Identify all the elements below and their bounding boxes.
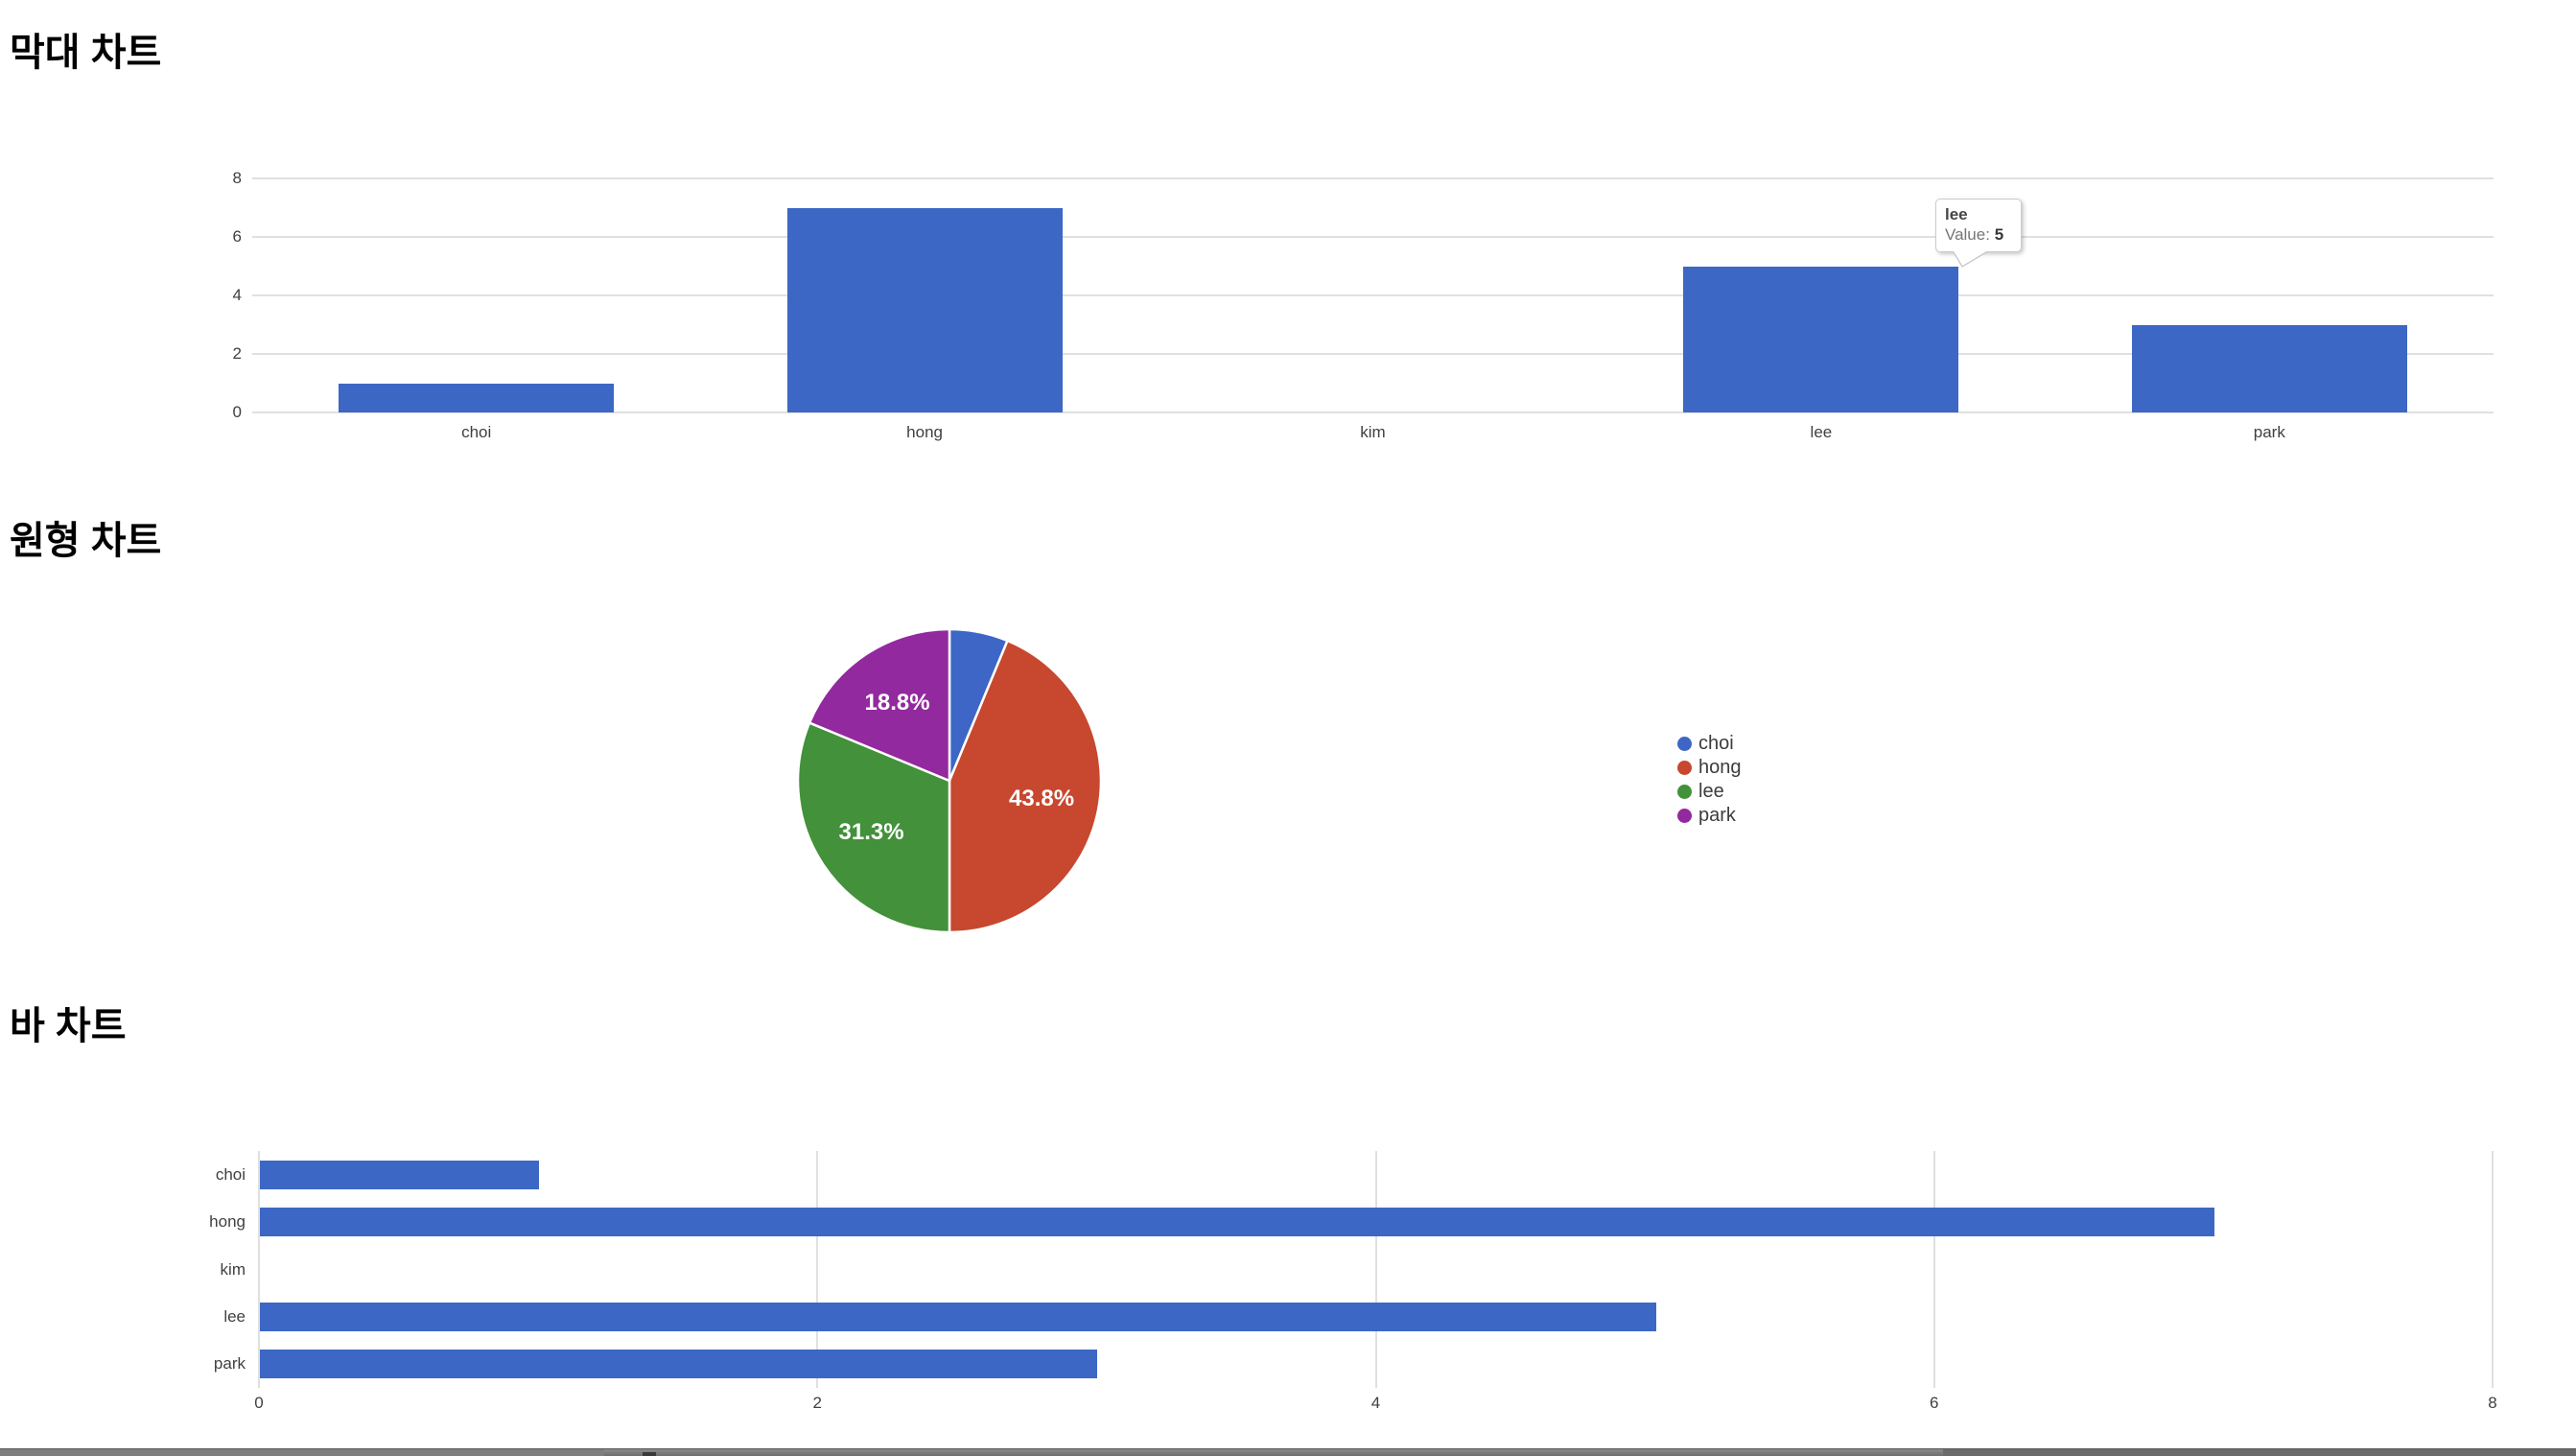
y-axis-label: lee bbox=[223, 1306, 246, 1326]
x-axis-label: park bbox=[2253, 423, 2285, 441]
pie-chart: 43.8% 31.3% 18.8% bbox=[786, 618, 1112, 944]
pie-svg bbox=[796, 627, 1103, 934]
x-axis-label: 4 bbox=[1370, 1394, 1381, 1412]
tooltip-pointer bbox=[1953, 251, 1987, 269]
legend-swatch-icon bbox=[1677, 809, 1692, 823]
column-chart-title: 막대 차트 bbox=[10, 32, 162, 74]
pie-slice-hong[interactable] bbox=[948, 639, 1103, 934]
y-axis-label: choi bbox=[215, 1164, 246, 1184]
x-axis-label: 8 bbox=[2488, 1394, 2497, 1412]
pie-chart-title: 원형 차트 bbox=[10, 520, 162, 562]
y-axis-label: 8 bbox=[232, 169, 242, 187]
tooltip-value-line: Value: 5 bbox=[1945, 224, 2021, 245]
gridline bbox=[252, 236, 2494, 238]
gridline bbox=[252, 177, 2494, 179]
y-axis-label: park bbox=[213, 1354, 246, 1374]
y-axis-label: hong bbox=[209, 1212, 246, 1232]
clipped-content-glyph bbox=[643, 1452, 656, 1456]
tooltip-value-label: Value: bbox=[1945, 225, 1990, 244]
bar-row-choi[interactable] bbox=[260, 1160, 540, 1189]
scrollbar-track-dark bbox=[1943, 1449, 2576, 1456]
gridline bbox=[252, 411, 2494, 413]
y-axis-label: 4 bbox=[232, 286, 242, 304]
gridline bbox=[2492, 1151, 2494, 1388]
chart-tooltip: lee Value: 5 bbox=[1935, 199, 2022, 252]
y-axis-label: 6 bbox=[232, 227, 242, 246]
x-axis-label: kim bbox=[1360, 423, 1386, 441]
x-axis-label: 2 bbox=[812, 1394, 822, 1412]
bar-row-hong[interactable] bbox=[260, 1208, 2214, 1237]
y-axis-label: 0 bbox=[232, 403, 242, 421]
pie-percent-label-lee: 31.3% bbox=[838, 819, 904, 846]
tooltip-category: lee bbox=[1945, 205, 1968, 223]
bar-chart-title: 바 차트 bbox=[10, 1005, 127, 1047]
gridline bbox=[252, 353, 2494, 355]
legend-label: choi bbox=[1698, 733, 1734, 754]
x-axis-label: 0 bbox=[254, 1394, 264, 1412]
legend-swatch-icon bbox=[1677, 737, 1692, 751]
pie-slice-lee[interactable] bbox=[796, 721, 951, 934]
tooltip-value: 5 bbox=[1994, 225, 2004, 244]
legend-item-park[interactable]: park bbox=[1677, 804, 1742, 828]
column-bar-hong[interactable] bbox=[786, 207, 1063, 412]
x-axis-label: lee bbox=[1810, 423, 1833, 441]
x-axis-label: 6 bbox=[1930, 1394, 1939, 1412]
column-bar-lee[interactable] bbox=[1683, 266, 1959, 412]
gridline bbox=[252, 294, 2494, 296]
scrollbar-thumb[interactable] bbox=[0, 1449, 604, 1456]
bar-row-park[interactable] bbox=[260, 1350, 1098, 1379]
column-bar-choi[interactable] bbox=[339, 383, 615, 412]
horizontal-scrollbar[interactable] bbox=[0, 1448, 2576, 1456]
bar-row-lee[interactable] bbox=[260, 1302, 1656, 1331]
column-bar-park[interactable] bbox=[2131, 324, 2407, 412]
legend-swatch-icon bbox=[1677, 785, 1692, 799]
gridline bbox=[816, 1151, 819, 1388]
legend-swatch-icon bbox=[1677, 761, 1692, 775]
legend-label: park bbox=[1698, 805, 1736, 826]
legend-label: lee bbox=[1698, 781, 1724, 802]
x-axis-label: hong bbox=[906, 423, 944, 441]
pie-percent-label-park: 18.8% bbox=[864, 689, 930, 716]
x-axis-label: choi bbox=[461, 423, 492, 441]
legend-item-choi[interactable]: choi bbox=[1677, 732, 1742, 756]
pie-slice-park[interactable] bbox=[808, 627, 951, 783]
gridline bbox=[258, 1151, 260, 1388]
legend-item-lee[interactable]: lee bbox=[1677, 780, 1742, 804]
pie-percent-label-hong: 43.8% bbox=[1009, 786, 1075, 812]
y-axis-label: 2 bbox=[232, 344, 242, 363]
y-axis-label: kim bbox=[220, 1259, 246, 1279]
gridline bbox=[1932, 1151, 1935, 1388]
gridline bbox=[1374, 1151, 1377, 1388]
legend-label: hong bbox=[1698, 757, 1742, 778]
pie-legend: choi hong lee park bbox=[1677, 732, 1742, 828]
legend-item-hong[interactable]: hong bbox=[1677, 756, 1742, 780]
